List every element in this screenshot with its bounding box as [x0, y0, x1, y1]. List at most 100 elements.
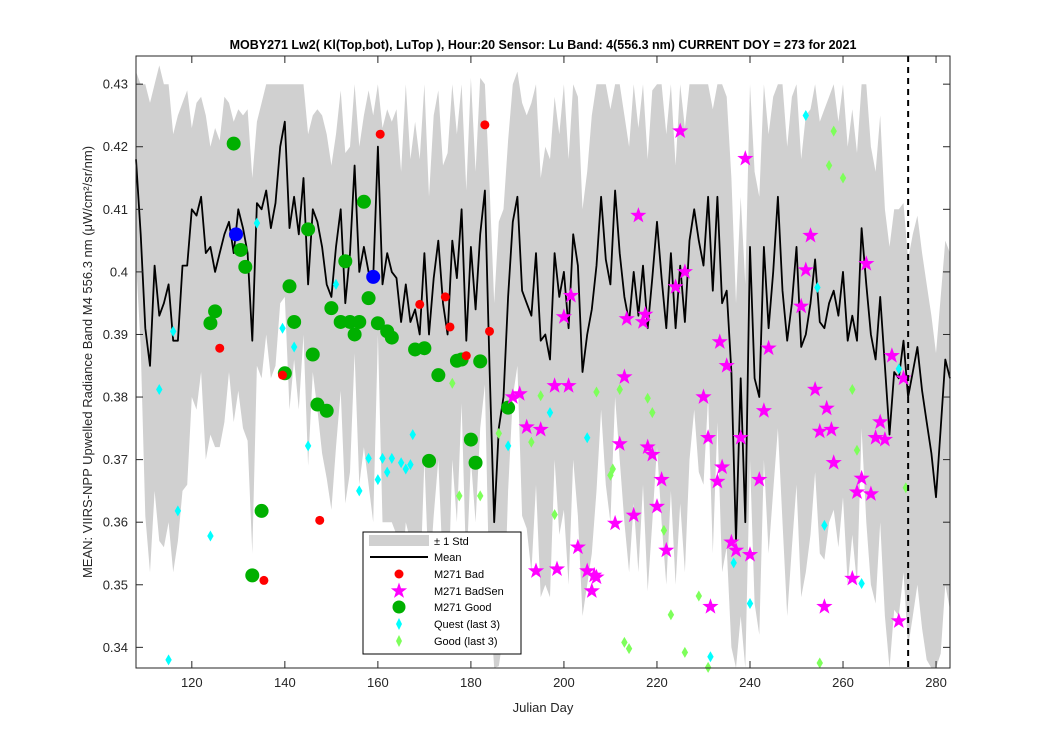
legend-good3-marker [396, 635, 402, 647]
y-tick-label: 0.4 [110, 264, 128, 279]
quest-last-3-point [207, 530, 214, 542]
good-last-3-point [449, 377, 456, 389]
mean-line-layer [135, 120, 951, 542]
x-tick-label: 240 [739, 675, 761, 690]
m271-good-point [319, 403, 334, 418]
quest-last-3-point [290, 341, 298, 353]
good-last-3-point [681, 646, 689, 658]
m271-good-point [233, 242, 248, 257]
good-last-3-point [695, 590, 703, 602]
quest-last-3-point [814, 282, 821, 294]
good-last-3-point [537, 390, 544, 402]
good-last-3-point [551, 509, 558, 521]
m271-badsen-point [883, 347, 900, 363]
m271-badsen-point [672, 122, 689, 138]
m271-bad-point [278, 370, 288, 380]
m271-badsen-point [714, 458, 731, 474]
m271-badsen-point [844, 570, 861, 586]
m271-badsen-point [755, 402, 772, 418]
y-tick-label: 0.42 [103, 139, 128, 154]
m271-good-point [370, 316, 385, 331]
m271-bad-point [375, 129, 385, 139]
m271-good-point [287, 314, 302, 329]
m271-badsen-point [876, 431, 893, 447]
quest-last-3-point [365, 452, 372, 464]
good-last-3-point [649, 407, 656, 419]
m271-badsen-point [569, 538, 586, 555]
m271-bad-point [445, 322, 455, 332]
m271-badsen-point [862, 485, 879, 501]
good-last-3-point [667, 609, 675, 621]
m271-good-point [208, 304, 223, 319]
legend-label-badsen: M271 BadSen [434, 586, 504, 598]
m271-badsen-point [732, 429, 749, 445]
m271-badsen-point [811, 423, 828, 439]
quest-last-3-point [174, 505, 182, 517]
m271-badsen-point [760, 339, 777, 356]
y-tick-label: 0.37 [103, 452, 128, 467]
quest-last-3-point [253, 217, 261, 229]
m271-badsen-point [648, 498, 665, 514]
m271-badsen-point [546, 377, 563, 393]
m271-badsen-point [728, 541, 745, 558]
m271-badsen-point [658, 541, 675, 558]
m271-good-point [352, 314, 367, 329]
legend-label-bad: M271 Bad [434, 569, 484, 581]
legend-label-mean: Mean [434, 552, 462, 564]
m271-bad-point [461, 351, 471, 361]
legend-box [362, 531, 522, 655]
m271-badsen-point [793, 297, 810, 314]
quest-last-3-point [397, 457, 405, 469]
m271-badsen-point [858, 255, 875, 271]
quest-last-3-point [504, 440, 512, 452]
good-last-3-point [477, 490, 484, 502]
m271-good-point [463, 432, 478, 447]
good-last-3-point [621, 636, 628, 648]
m271-badsen-point [625, 506, 642, 523]
good-last-3-point [902, 482, 910, 494]
y-tick-label: 0.38 [103, 390, 128, 405]
quest-last-3-point [374, 474, 382, 486]
m271-good-point [254, 503, 269, 518]
m271-badsen-point [618, 310, 635, 326]
legend-label-good: M271 Good [434, 602, 491, 614]
m271-badsen-point [653, 471, 670, 487]
x-tick-label: 160 [367, 675, 389, 690]
legend-label-quest: Quest (last 3) [434, 619, 500, 631]
m271-bad-point [315, 515, 325, 525]
legend-label-good3: Good (last 3) [434, 636, 498, 648]
m271-badsen-point [511, 385, 528, 401]
m271-badsen-point [702, 598, 719, 614]
good-last-3-point [456, 490, 463, 502]
m271-good-point [361, 291, 376, 306]
x-tick-label: 180 [460, 675, 482, 690]
legend-bad-marker [394, 569, 404, 579]
x-tick-label: 140 [274, 675, 296, 690]
m271-good-point [245, 568, 260, 583]
m271-good-point [422, 453, 437, 468]
blue-point [229, 227, 244, 242]
m271-badsen-point [818, 399, 835, 416]
m271-badsen-point [667, 278, 684, 294]
good-last-3-point [609, 463, 616, 475]
m271-badsen-point [741, 546, 759, 562]
m271-good-point [384, 330, 399, 345]
quest-last-3-point [332, 278, 340, 290]
m271-badsen-point [895, 369, 912, 386]
m271-badsen-point [644, 446, 661, 462]
good-last-3-point [825, 160, 833, 172]
m271-good-point [324, 301, 339, 316]
m271-good-point [301, 222, 316, 237]
m271-badsen-point [802, 227, 819, 243]
chart-title: MOBY271 Lw2( Kl(Top,bot), LuTop ), Hour:… [230, 38, 857, 52]
m271-good-point [282, 279, 297, 294]
good-last-3-point [660, 524, 668, 536]
legend-badsen-star [390, 582, 408, 598]
m271-good-point [417, 341, 432, 356]
m271-badsen-point [560, 377, 577, 393]
m271-good-point [338, 254, 353, 269]
quest-last-3-point [802, 109, 810, 121]
m271-badsen-point [807, 381, 824, 397]
mean-line [135, 120, 951, 542]
